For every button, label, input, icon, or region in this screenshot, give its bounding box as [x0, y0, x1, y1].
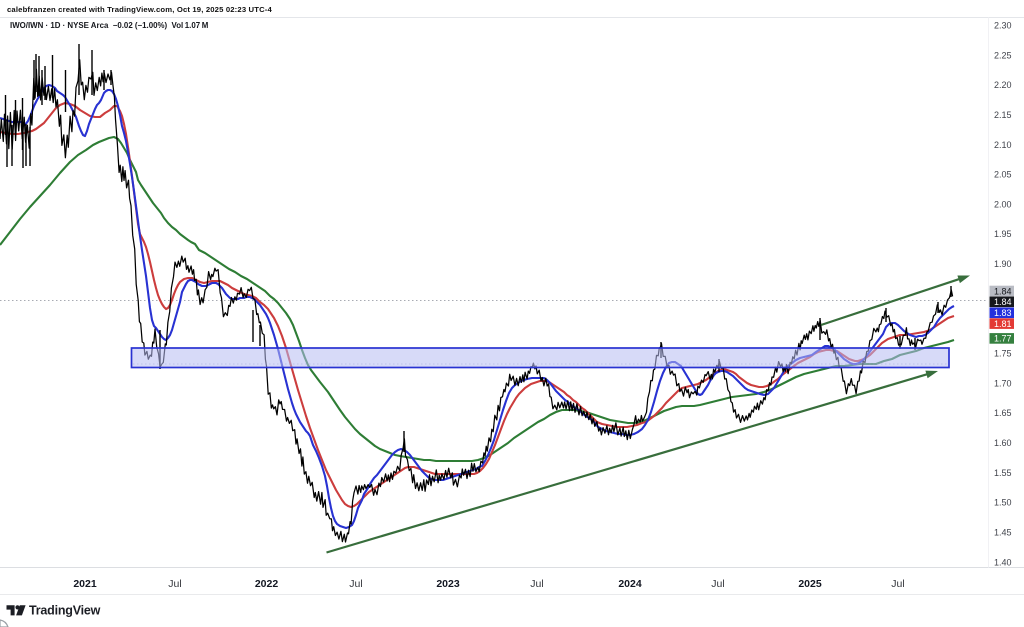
- svg-text:1.50: 1.50: [994, 498, 1012, 508]
- svg-text:1.45: 1.45: [994, 527, 1012, 537]
- svg-text:2.15: 2.15: [994, 110, 1012, 120]
- svg-text:1.83: 1.83: [994, 308, 1012, 318]
- svg-text:1.55: 1.55: [994, 468, 1012, 478]
- svg-text:1.60: 1.60: [994, 438, 1012, 448]
- svg-text:1.84: 1.84: [994, 297, 1012, 307]
- svg-text:Jul: Jul: [891, 578, 904, 590]
- svg-text:2025: 2025: [798, 578, 822, 590]
- svg-text:1.81: 1.81: [994, 319, 1012, 329]
- svg-text:2.00: 2.00: [994, 199, 1012, 209]
- svg-text:2.10: 2.10: [994, 140, 1012, 150]
- svg-text:Jul: Jul: [349, 578, 362, 590]
- svg-text:2.05: 2.05: [994, 170, 1012, 180]
- svg-text:2.30: 2.30: [994, 21, 1012, 31]
- svg-text:Jul: Jul: [711, 578, 724, 590]
- svg-text:1.95: 1.95: [994, 229, 1012, 239]
- svg-text:2.20: 2.20: [994, 80, 1012, 90]
- svg-text:1.70: 1.70: [994, 378, 1012, 388]
- svg-text:2022: 2022: [255, 578, 279, 590]
- svg-text:1.84: 1.84: [994, 286, 1012, 296]
- svg-text:1.90: 1.90: [994, 259, 1012, 269]
- svg-text:TradingView: TradingView: [29, 604, 101, 618]
- svg-text:2.25: 2.25: [994, 50, 1012, 60]
- svg-text:1.40: 1.40: [994, 557, 1012, 567]
- svg-text:2021: 2021: [73, 578, 97, 590]
- svg-text:2023: 2023: [436, 578, 460, 590]
- svg-text:2024: 2024: [618, 578, 642, 590]
- svg-text:1.75: 1.75: [994, 349, 1012, 359]
- svg-text:Jul: Jul: [168, 578, 181, 590]
- svg-text:Jul: Jul: [530, 578, 543, 590]
- svg-text:1.65: 1.65: [994, 408, 1012, 418]
- svg-text:1.77: 1.77: [994, 334, 1012, 344]
